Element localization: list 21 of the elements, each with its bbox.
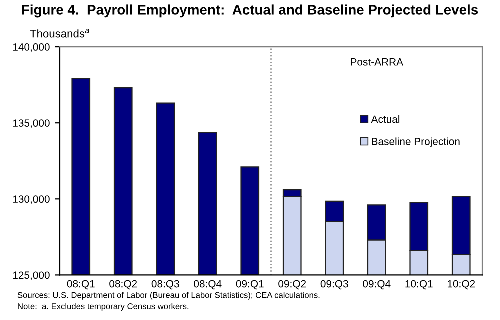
text: Note: a. Excludes temporary Census workers. — [18, 303, 189, 312]
x-tick-label: 10:Q1 — [406, 280, 433, 290]
annotation: Post-ARRA — [351, 58, 404, 66]
x-tick-label: 08:Q4 — [194, 280, 222, 290]
x-tick-label: 08:Q2 — [110, 280, 138, 290]
source-note: Sources: U.S. Department of Labor (Bureau of Labor Statistics); CEA calculations. — [18, 292, 320, 300]
y-tick-label: 140,000 — [13, 44, 50, 52]
legend-label: Actual — [371, 116, 400, 124]
y-tick-label: 125,000 — [13, 272, 50, 280]
x-tick-label: 08:Q3 — [152, 280, 180, 290]
x-tick-label: 09:Q1 — [236, 280, 264, 290]
chart-title: Figure 4. Payroll Employment: Actual and Baseline Projected Levels — [22, 4, 478, 18]
y-tick-label: 130,000 — [13, 196, 50, 204]
x-tick-label: 08:Q1 — [67, 280, 95, 290]
y-tick-label: 135,000 — [13, 120, 50, 128]
x-tick-label: 09:Q4 — [363, 280, 391, 290]
x-tick-label: 09:Q2 — [278, 280, 306, 290]
y-axis-title: Thousands$^{a}$ — [30, 29, 90, 38]
x-tick-label: 10:Q2 — [448, 280, 476, 290]
legend-label: Baseline Projection — [372, 138, 460, 148]
x-tick-label: 09:Q3 — [320, 280, 348, 290]
